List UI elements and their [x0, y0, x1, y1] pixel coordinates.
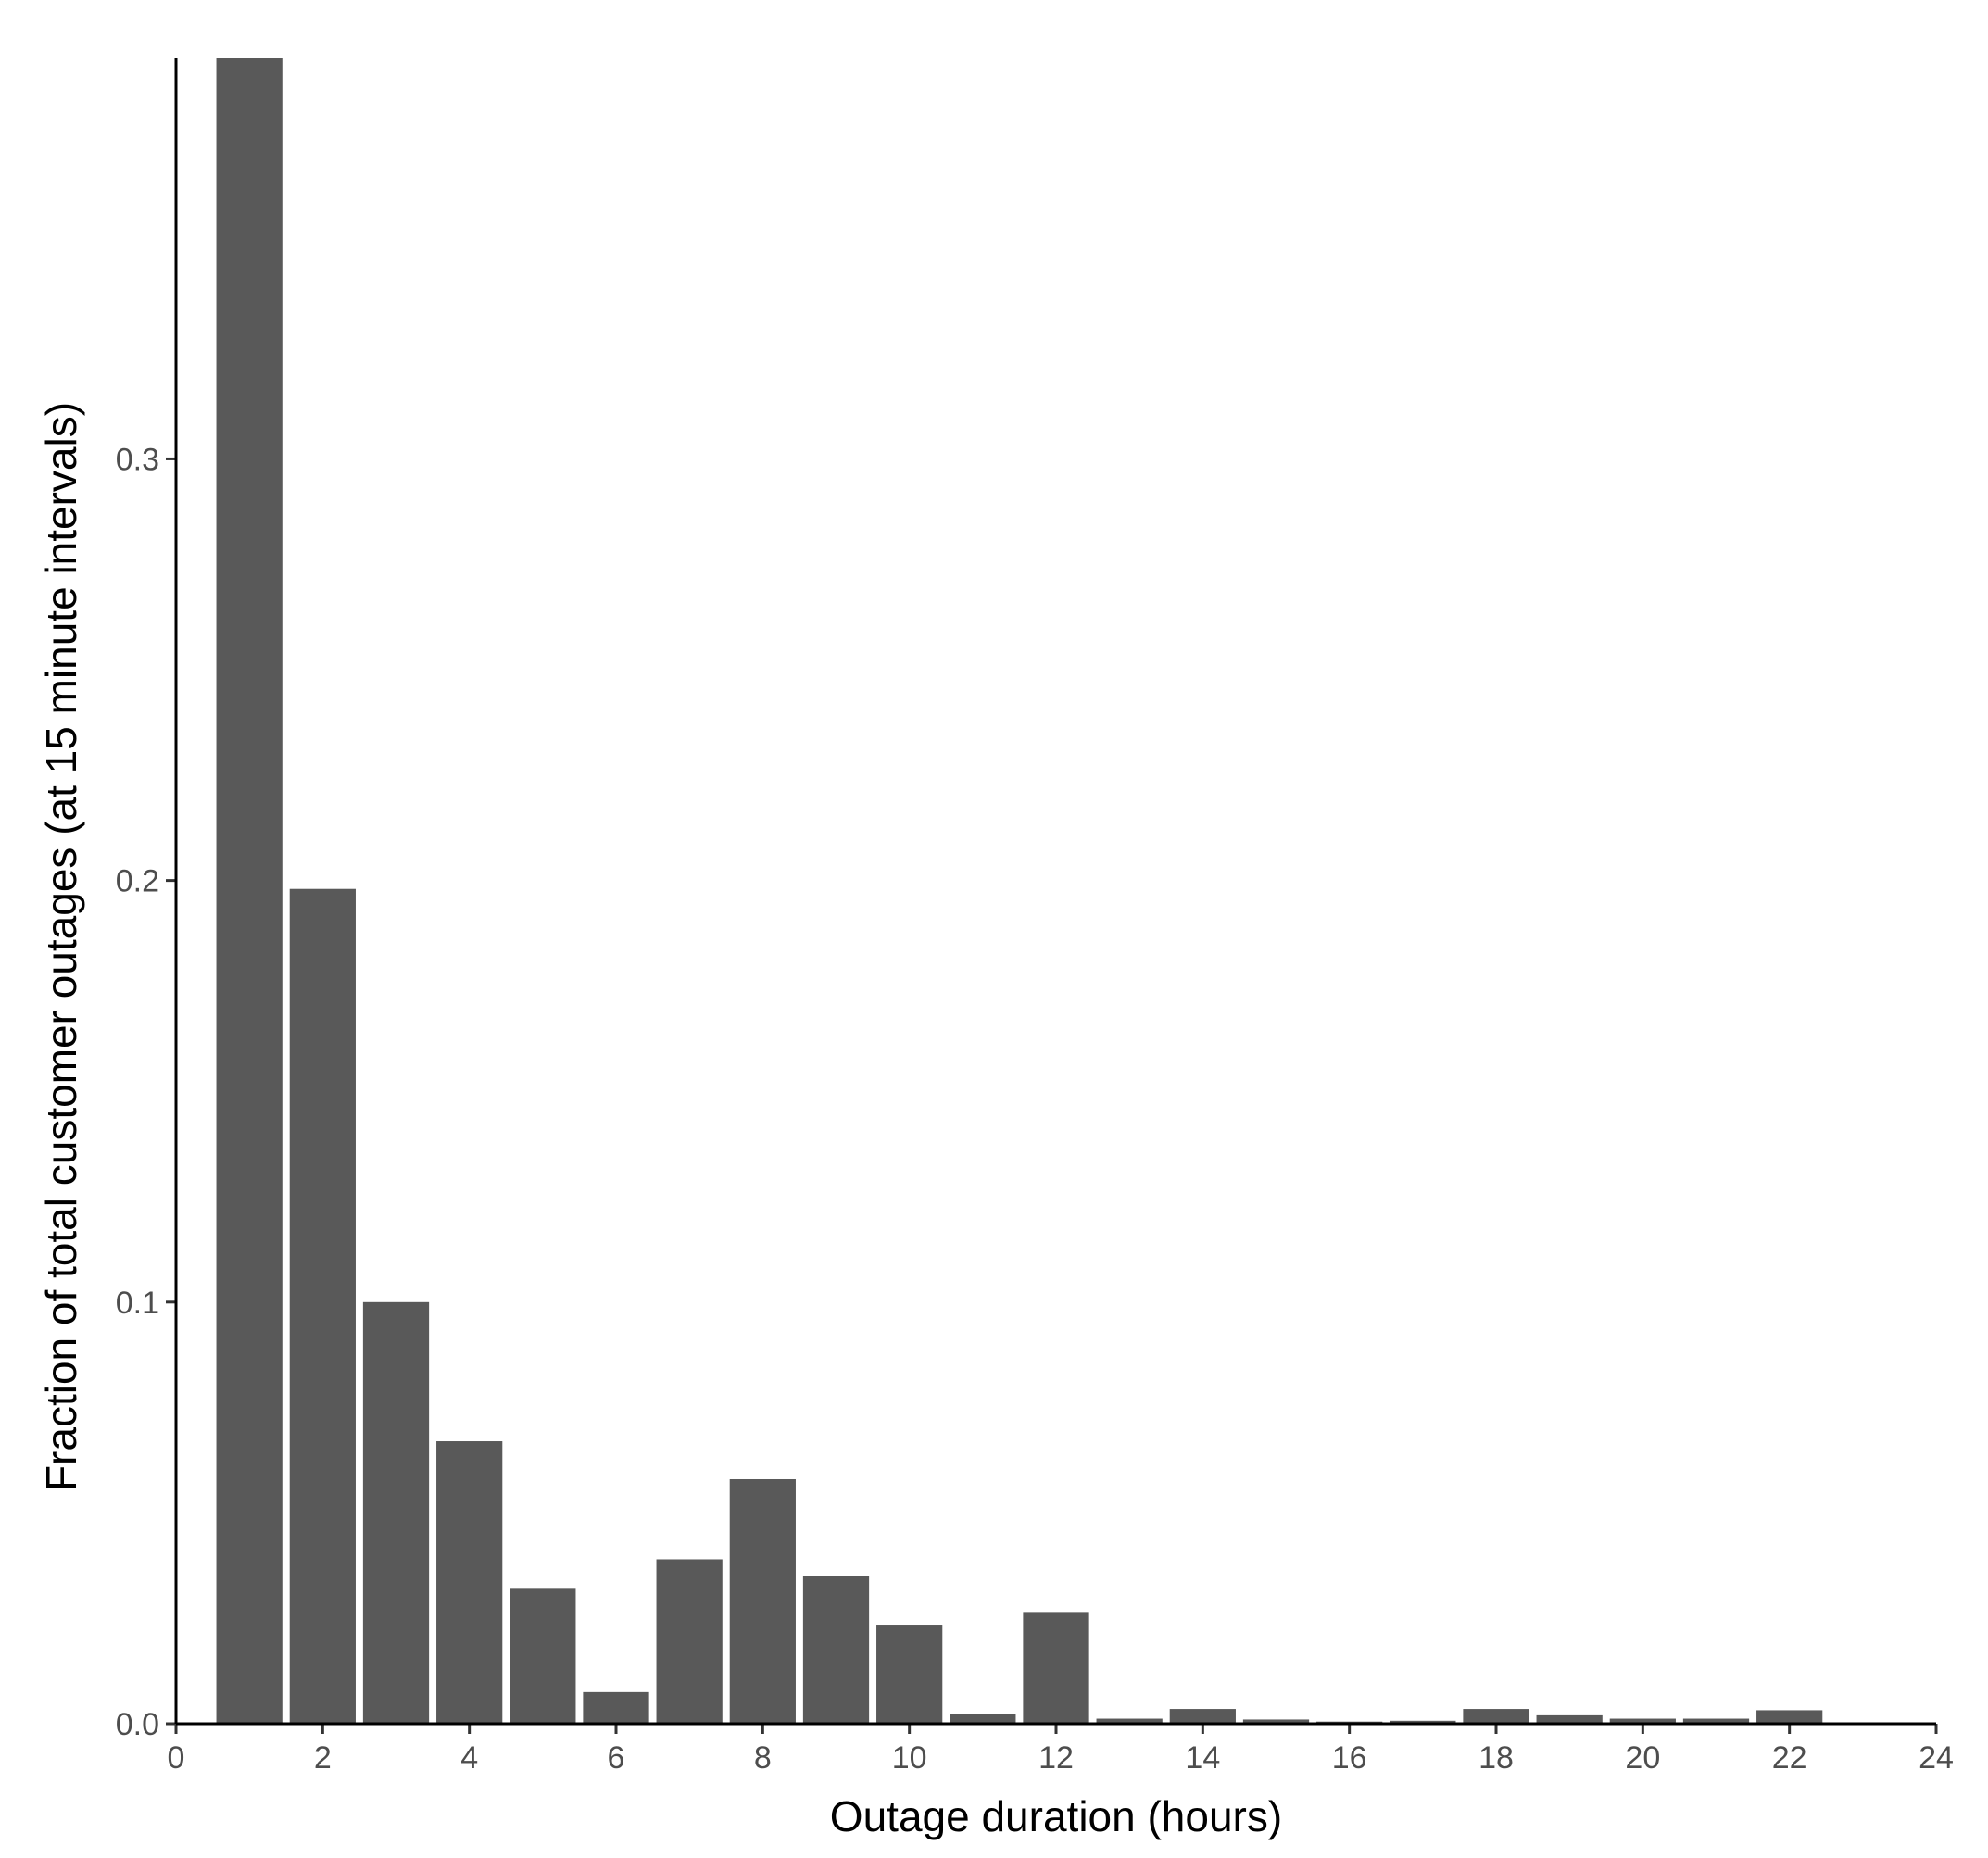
bars-group: [216, 58, 1823, 1724]
y-tick-label: 0.1: [116, 1286, 159, 1321]
x-tick-label: 2: [314, 1740, 332, 1776]
bar-4: [436, 1441, 503, 1724]
x-tick-label: 8: [754, 1740, 772, 1776]
bar-5: [510, 1588, 576, 1724]
bar-18: [1463, 1709, 1529, 1724]
bar-11: [950, 1714, 1016, 1724]
x-tick-label: 10: [892, 1740, 927, 1776]
bar-22: [1756, 1710, 1823, 1724]
x-axis-title: Outage duration (hours): [830, 1792, 1282, 1840]
x-tick-label: 18: [1478, 1740, 1514, 1776]
bar-13: [1096, 1718, 1163, 1724]
y-tick-label: 0.3: [116, 442, 159, 477]
bar-10: [876, 1625, 943, 1724]
bar-15: [1242, 1719, 1310, 1724]
y-axis-title: Fraction of total customer outages (at 1…: [37, 402, 85, 1491]
x-tick-label: 14: [1185, 1740, 1220, 1776]
bar-21: [1682, 1718, 1750, 1724]
x-tick-label: 24: [1919, 1740, 1954, 1776]
x-tick-label: 6: [608, 1740, 625, 1776]
bar-6: [583, 1691, 649, 1724]
x-tick-label: 16: [1332, 1740, 1367, 1776]
x-tick-label: 20: [1625, 1740, 1660, 1776]
x-tick-label: 0: [168, 1740, 185, 1776]
y-axis-ticks: 0.0 0.1 0.2 0.3: [116, 442, 176, 1742]
bar-3: [362, 1301, 430, 1724]
bar-8: [729, 1478, 796, 1724]
bar-7: [656, 1559, 723, 1724]
bar-1: [216, 58, 283, 1724]
bar-14: [1169, 1709, 1236, 1724]
bar-17: [1390, 1720, 1456, 1724]
bar-19: [1536, 1714, 1603, 1724]
x-tick-label: 12: [1038, 1740, 1074, 1776]
x-tick-label: 22: [1772, 1740, 1807, 1776]
bar-20: [1609, 1718, 1676, 1724]
bar-12: [1023, 1612, 1089, 1724]
bar-2: [289, 888, 356, 1724]
x-tick-label: 4: [460, 1740, 478, 1776]
bar-9: [802, 1576, 870, 1724]
y-tick-label: 0.0: [116, 1707, 159, 1742]
y-tick-label: 0.2: [116, 864, 159, 899]
x-axis-ticks: 0 2 4 6 8 10 12 14 16 18 20 22 24: [168, 1724, 1954, 1776]
